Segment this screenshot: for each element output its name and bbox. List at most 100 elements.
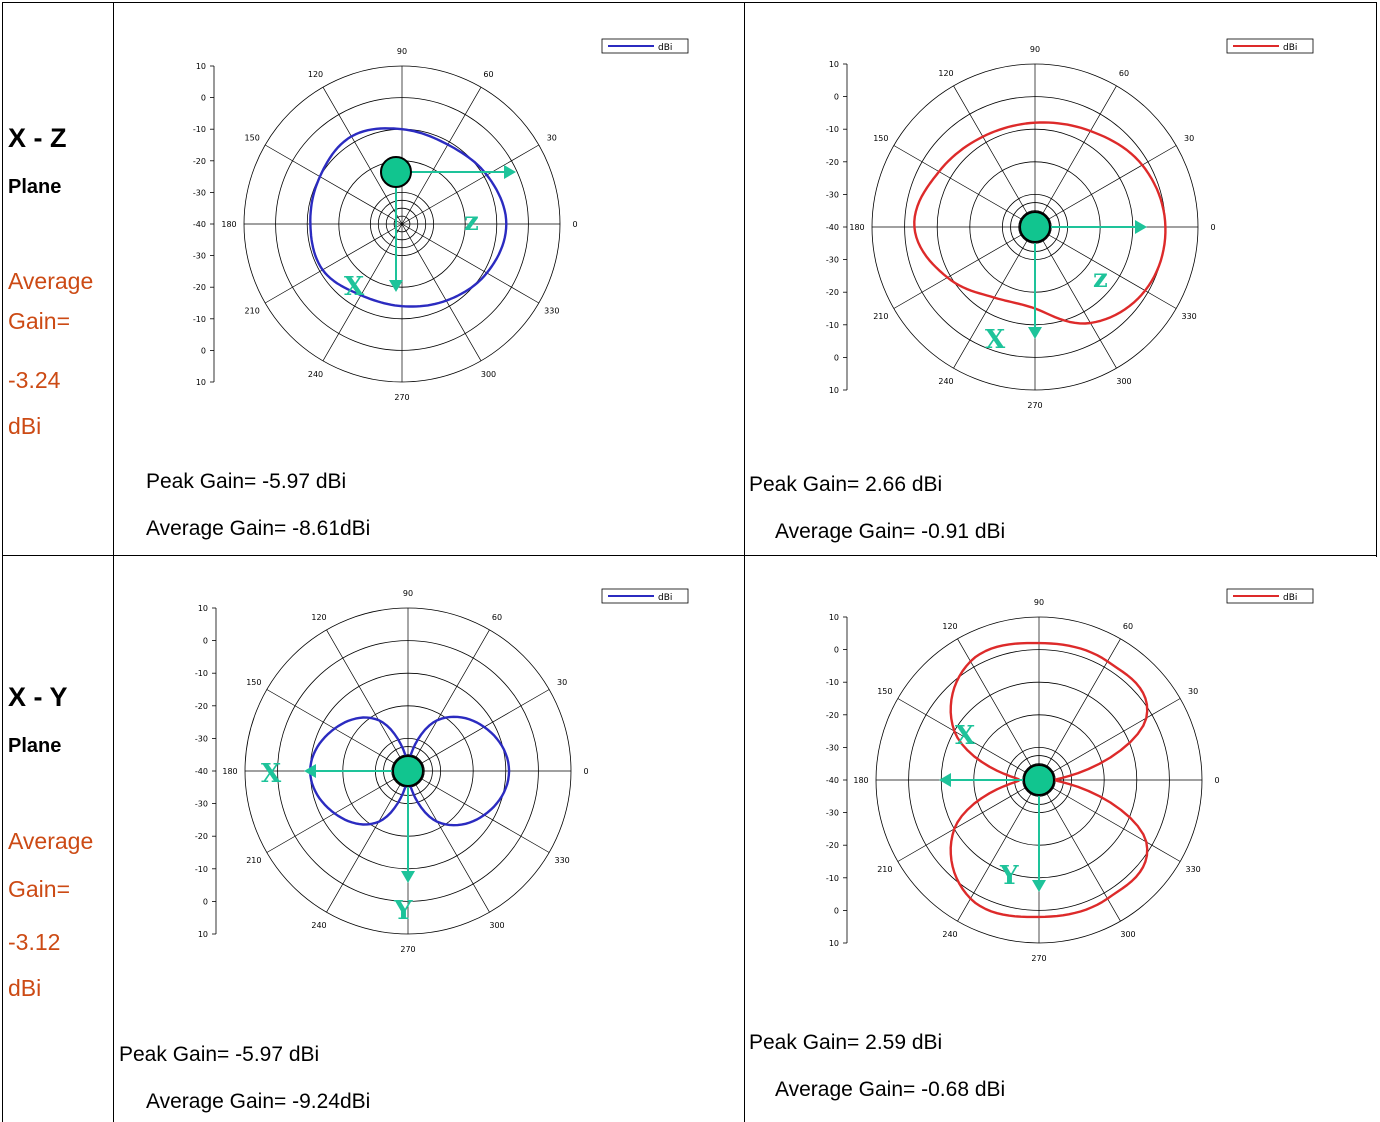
radial-tick-label: 10: [829, 939, 839, 948]
angle-tick-label: 150: [246, 678, 261, 687]
radial-tick-label: -30: [826, 809, 839, 818]
average-gain-label: Gain=: [8, 308, 71, 334]
angle-tick-label: 60: [1123, 622, 1133, 631]
radial-tick-label: -30: [193, 188, 206, 197]
polar-spoke: [897, 779, 1040, 862]
polar-spoke: [264, 144, 403, 225]
average-gain-label: Average: [8, 268, 94, 294]
arrow-head-icon: [304, 764, 316, 778]
radiation-pattern-curve: [309, 127, 508, 308]
average-gain-label: Average: [8, 828, 94, 854]
radial-tick-label: -10: [195, 865, 208, 874]
table-divider-col2: [744, 2, 745, 1122]
radial-tick-label: -20: [826, 288, 839, 297]
angle-tick-label: 120: [938, 69, 953, 78]
radial-tick-label: 10: [196, 62, 206, 71]
angle-tick-label: 30: [1188, 687, 1198, 696]
angle-tick-label: 240: [938, 377, 953, 386]
radial-tick-label: 10: [829, 60, 839, 69]
radial-tick-label: -20: [195, 702, 208, 711]
angle-tick-label: 30: [1184, 134, 1194, 143]
radial-tick-label: 0: [834, 646, 839, 655]
angle-tick-label: 270: [1027, 401, 1042, 410]
axis-letter-label: X: [344, 272, 365, 302]
radial-tick-label: 10: [198, 930, 208, 939]
radiation-pattern-curve: [913, 121, 1167, 325]
radial-tick-label: -30: [826, 190, 839, 199]
polar-spoke: [1038, 779, 1181, 862]
table-divider-col1: [113, 2, 114, 1122]
angle-tick-label: 330: [555, 856, 570, 865]
plane-subtitle: Plane: [8, 735, 62, 757]
radial-tick-label: -10: [195, 669, 208, 678]
radial-tick-label: -30: [826, 256, 839, 265]
legend-label: dBi: [1283, 593, 1297, 603]
legend-label: dBi: [658, 43, 672, 53]
axis-letter-label: X: [985, 325, 1006, 355]
radial-tick-label: 0: [203, 897, 208, 906]
average-gain-text: Average Gain= -0.68 dBi: [775, 1078, 1006, 1101]
row-label-xy: X - Y Plane Average Gain= -3.12 dBi: [8, 556, 112, 1122]
angle-tick-label: 90: [403, 589, 413, 598]
angle-tick-label: 300: [481, 370, 496, 379]
chart-cell-xz-right: 0 30 60 90 120 150 180 210 240 270 300 330 10 0 -10 -20…: [745, 3, 1376, 555]
polar-spoke: [407, 689, 550, 772]
polar-spoke: [266, 689, 409, 772]
radial-tick-label: 10: [196, 378, 206, 387]
axis-letter-label: X: [955, 721, 976, 751]
angle-tick-label: 210: [245, 307, 260, 316]
chart-cell-xy-right: 0 30 60 90 120 150 180 210 240 270 300 330 10 0 -10 -20…: [745, 556, 1376, 1122]
polar-spoke: [407, 770, 550, 853]
radial-tick-label: -20: [826, 711, 839, 720]
polar-chart: 0 30 60 90 120 150 180 210 240 270 300 330 10 0 -10 -20…: [195, 588, 689, 954]
radial-tick-label: 0: [834, 93, 839, 102]
angle-tick-label: 60: [483, 70, 493, 79]
radial-tick-label: -20: [195, 832, 208, 841]
radial-tick-label: 10: [829, 386, 839, 395]
radial-tick-label: -20: [193, 283, 206, 292]
radial-tick-label: 0: [201, 94, 206, 103]
plane-title: X - Y: [8, 682, 68, 712]
average-gain-unit: dBi: [8, 413, 42, 439]
angle-tick-label: 240: [942, 930, 957, 939]
angle-tick-label: 0: [1210, 223, 1215, 232]
angle-tick-label: 210: [877, 865, 892, 874]
plane-subtitle: Plane: [8, 176, 62, 198]
average-gain-text: Average Gain= -9.24dBi: [146, 1090, 371, 1113]
radial-tick-label: -30: [826, 743, 839, 752]
origin-dot-icon: [392, 755, 424, 787]
polar-spoke: [401, 223, 482, 362]
average-gain-unit: dBi: [8, 975, 42, 1001]
angle-tick-label: 270: [1031, 954, 1046, 963]
angle-tick-label: 60: [1119, 69, 1129, 78]
angle-tick-label: 120: [942, 622, 957, 631]
origin-dot-icon: [380, 156, 412, 188]
polar-spoke: [897, 698, 1040, 781]
peak-gain-text: Peak Gain= 2.59 dBi: [749, 1031, 943, 1054]
axis-letter-label: z: [1093, 264, 1108, 294]
polar-spoke: [401, 86, 482, 225]
table-divider-row: [2, 555, 1377, 556]
arrow-head-icon: [1135, 220, 1147, 234]
radial-tick-label: -20: [193, 157, 206, 166]
arrow-head-icon: [1028, 327, 1042, 339]
radial-tick-label: -10: [826, 678, 839, 687]
polar-spoke: [401, 223, 540, 304]
angle-tick-label: 0: [583, 767, 588, 776]
angle-tick-label: 150: [877, 687, 892, 696]
average-gain-value: -3.12: [8, 929, 61, 955]
angle-tick-label: 240: [308, 370, 323, 379]
angle-tick-label: 240: [311, 921, 326, 930]
radial-tick-label: -10: [826, 125, 839, 134]
angle-tick-label: 180: [222, 767, 237, 776]
polar-spoke: [1034, 226, 1177, 309]
angle-tick-label: 30: [557, 678, 567, 687]
radial-tick-label: 0: [201, 346, 206, 355]
angle-tick-label: 210: [246, 856, 261, 865]
radial-tick-label: 10: [829, 613, 839, 622]
arrow-head-icon: [939, 773, 951, 787]
radial-tick-label: 0: [834, 353, 839, 362]
angle-tick-label: 300: [489, 921, 504, 930]
angle-tick-label: 330: [544, 307, 559, 316]
angle-tick-label: 150: [873, 134, 888, 143]
